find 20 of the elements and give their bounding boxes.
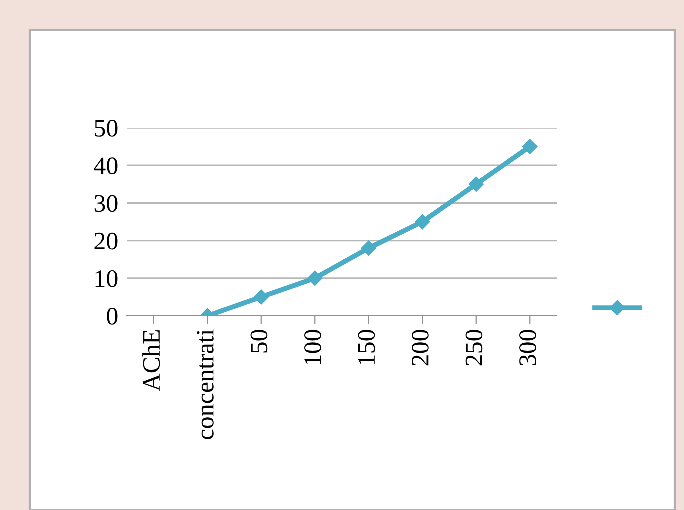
y-tick-label: 30 <box>94 195 118 212</box>
point <box>254 290 269 305</box>
x-tick-label: 200 <box>412 330 429 366</box>
x-tick-label: 300 <box>520 330 536 366</box>
x-tick-label: concentrati <box>197 330 214 440</box>
x-tick-label: 100 <box>304 330 322 364</box>
point <box>522 139 538 154</box>
x-tick-label: 50 <box>250 330 268 353</box>
point <box>468 176 484 192</box>
point <box>308 270 323 286</box>
x-tick-label: 150 <box>358 330 376 364</box>
point <box>415 214 430 230</box>
y-tick-label: 20 <box>94 232 118 250</box>
x-tick-label: 250 <box>466 330 483 366</box>
y-tick-label: 50 <box>95 120 118 137</box>
y-tick-label: 0 <box>107 308 118 325</box>
x-tick-label: AChE <box>142 330 160 392</box>
y-tick-label: 10 <box>96 270 118 288</box>
y-tick-label: 40 <box>94 158 118 175</box>
point <box>361 240 376 256</box>
